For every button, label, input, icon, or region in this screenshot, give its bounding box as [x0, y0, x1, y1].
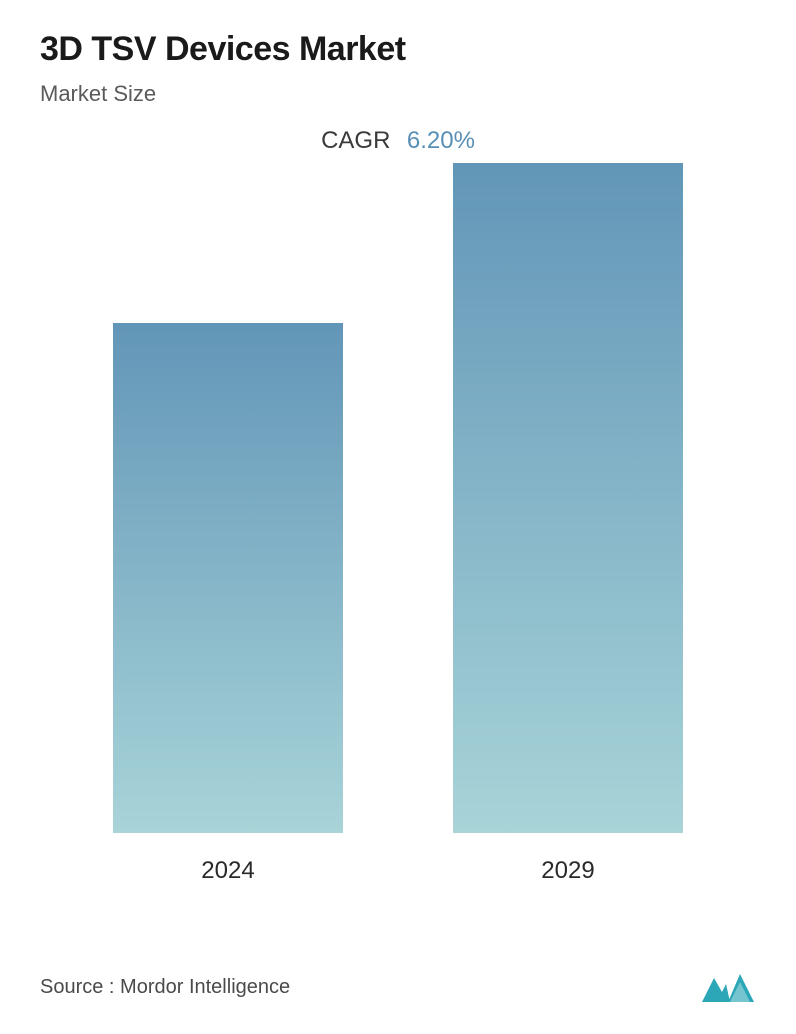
- bar-2024: [113, 323, 343, 833]
- source-text: Source : Mordor Intelligence: [40, 976, 290, 999]
- bar-label-2024: 2024: [201, 857, 254, 885]
- cagr-row: CAGR 6.20%: [40, 127, 756, 155]
- cagr-value: 6.20%: [407, 127, 475, 155]
- bar-group-2024: 2024: [113, 323, 343, 885]
- bar-chart: 2024 2029: [40, 205, 756, 885]
- bar-label-2029: 2029: [541, 857, 594, 885]
- bar-group-2029: 2029: [453, 163, 683, 885]
- chart-title: 3D TSV Devices Market: [40, 30, 756, 69]
- cagr-label: CAGR: [321, 127, 390, 155]
- bar-2029: [453, 163, 683, 833]
- footer: Source : Mordor Intelligence: [40, 970, 756, 1004]
- chart-subtitle: Market Size: [40, 81, 756, 107]
- brand-logo-icon: [700, 970, 756, 1004]
